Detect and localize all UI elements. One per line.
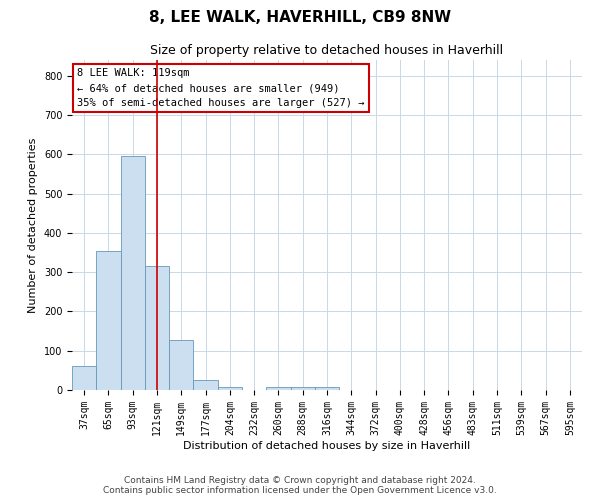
Y-axis label: Number of detached properties: Number of detached properties	[28, 138, 38, 312]
Bar	[218, 387, 242, 390]
X-axis label: Distribution of detached houses by size in Haverhill: Distribution of detached houses by size …	[184, 440, 470, 450]
Bar	[145, 266, 169, 390]
Text: 8, LEE WALK, HAVERHILL, CB9 8NW: 8, LEE WALK, HAVERHILL, CB9 8NW	[149, 10, 451, 25]
Bar	[121, 156, 145, 390]
Bar	[72, 366, 96, 390]
Text: 8 LEE WALK: 119sqm
← 64% of detached houses are smaller (949)
35% of semi-detach: 8 LEE WALK: 119sqm ← 64% of detached hou…	[77, 68, 365, 108]
Bar	[266, 387, 290, 390]
Bar	[193, 380, 218, 390]
Text: Contains HM Land Registry data © Crown copyright and database right 2024.
Contai: Contains HM Land Registry data © Crown c…	[103, 476, 497, 495]
Bar	[169, 340, 193, 390]
Bar	[290, 387, 315, 390]
Title: Size of property relative to detached houses in Haverhill: Size of property relative to detached ho…	[151, 44, 503, 58]
Bar	[96, 250, 121, 390]
Bar	[315, 387, 339, 390]
